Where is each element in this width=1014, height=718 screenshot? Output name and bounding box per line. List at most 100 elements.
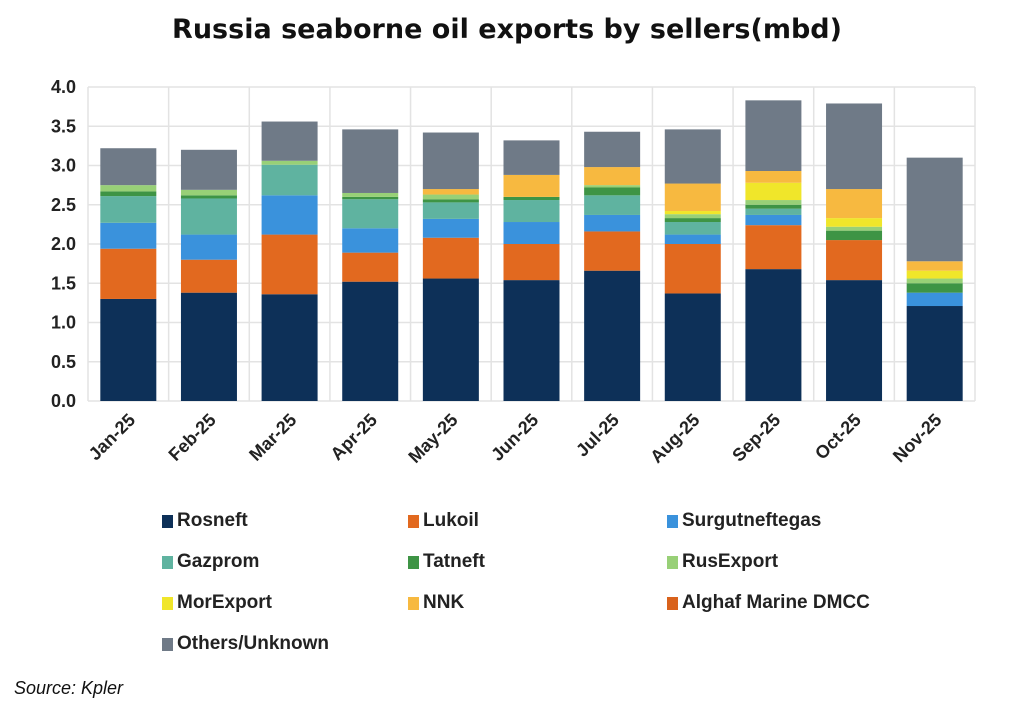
y-tick-label: 2.5 (51, 195, 76, 215)
legend-item: Others/Unknown (162, 633, 329, 655)
y-tick-label: 1.0 (51, 313, 76, 333)
source-note: Source: Kpler (14, 678, 124, 698)
bar-segment-gazprom (664, 222, 721, 235)
legend-swatch (408, 596, 419, 610)
bar-segment-others-unknown (422, 132, 479, 190)
legend-swatch (667, 596, 678, 610)
bar-segment-rosneft (503, 280, 560, 401)
bar-segment-gazprom (261, 164, 318, 196)
bar-segment-rusexport (745, 200, 802, 205)
bar-segment-rusexport (180, 189, 237, 196)
legend-item: Tatneft (408, 551, 485, 573)
x-tick-label: Nov-25 (889, 410, 946, 467)
legend-item: NNK (408, 592, 464, 614)
stacked-bar-chart: 0.0 0.5 1.0 1.5 2.0 2.5 3.0 3.5 4.0 Jan-25 Feb-25 M… (51, 77, 976, 467)
bar-segment-surgutneftegas (422, 218, 479, 238)
bar-segment-surgutneftegas (261, 195, 318, 235)
legend-label: Others/Unknown (177, 633, 330, 654)
legend-swatch (162, 637, 173, 651)
bar-segment-rusexport (906, 278, 963, 284)
legend-swatch (667, 514, 678, 528)
bar-segment-rosneft (180, 292, 237, 401)
legend-swatch (408, 555, 419, 569)
bar-segment-tatneft (503, 196, 560, 201)
x-tick-label: Jun-25 (487, 410, 542, 465)
bar-segment-rusexport (422, 194, 479, 200)
x-tick-label: Feb-25 (165, 410, 220, 465)
legend-label: Lukoil (423, 510, 479, 531)
bar-segment-surgutneftegas (906, 292, 963, 307)
x-tick-label: Apr-25 (327, 410, 381, 464)
bar-segment-rosneft (826, 280, 883, 401)
bar-segment-others-unknown (342, 129, 399, 193)
bar-segment-lukoil (503, 244, 560, 281)
bar-segment-others-unknown (826, 103, 883, 190)
x-tick-label: Jan-25 (85, 410, 139, 464)
bar-segment-surgutneftegas (584, 214, 641, 232)
y-tick-label: 3.5 (51, 116, 76, 136)
bar-segment-lukoil (342, 252, 399, 282)
bar-segment-rusexport (342, 192, 399, 197)
legend-item: Alghaf Marine DMCC (667, 592, 870, 614)
bar-segment-gazprom (342, 199, 399, 229)
bar-segment-lukoil (180, 259, 237, 293)
bar-segment-tatneft (100, 191, 157, 197)
legend-label: Surgutneftegas (682, 510, 822, 531)
bar-segment-tatneft (745, 204, 802, 209)
bar-segment-lukoil (584, 231, 641, 271)
legend-swatch (162, 555, 173, 569)
bar-segment-surgutneftegas (180, 234, 237, 260)
bar-segment-nnk (745, 170, 802, 183)
legend-item: MorExport (162, 592, 272, 614)
bar-segment-nnk (584, 167, 641, 186)
bar-segment-morexport (826, 218, 883, 227)
legend-swatch (162, 514, 173, 528)
bar-segment-lukoil (422, 237, 479, 279)
bar-segment-others-unknown (100, 148, 157, 186)
x-tick-label: Mar-25 (245, 410, 300, 465)
bar-segment-nnk (422, 189, 479, 195)
legend-item: Surgutneftegas (667, 510, 821, 532)
bar-segment-rosneft (100, 298, 157, 401)
bar-segment-rusexport (261, 160, 318, 165)
bar-segment-surgutneftegas (745, 214, 802, 226)
legend-item: RusExport (667, 551, 778, 573)
y-tick-label: 0.5 (51, 352, 76, 372)
bar-segment-lukoil (261, 234, 318, 295)
bar-segment-rosneft (664, 293, 721, 401)
legend-label: NNK (423, 592, 465, 613)
chart-title: Russia seaborne oil exports by sellers(m… (172, 14, 842, 45)
bar-segment-gazprom (180, 198, 237, 235)
bar-segment-others-unknown (503, 140, 560, 175)
bar-segment-gazprom (422, 202, 479, 219)
bar-segment-lukoil (100, 248, 157, 299)
legend-swatch (162, 596, 173, 610)
bar-segment-gazprom (503, 200, 560, 223)
bar-segment-morexport (906, 270, 963, 279)
bar-segment-rosneft (906, 306, 963, 401)
bar-segment-gazprom (100, 196, 157, 223)
y-tick-label: 4.0 (51, 77, 76, 97)
bar-segment-tatneft (342, 196, 399, 200)
bar-segment-surgutneftegas (342, 228, 399, 253)
legend-item: Rosneft (162, 510, 248, 532)
legend-swatch (408, 514, 419, 528)
bar-segment-others-unknown (906, 157, 963, 262)
x-tick-label: Oct-25 (811, 410, 865, 464)
bar-segment-rusexport (100, 185, 157, 192)
legend-label: Tatneft (423, 551, 485, 572)
legend-label: Gazprom (177, 551, 260, 572)
legend-label: RusExport (682, 551, 779, 572)
legend-item: Gazprom (162, 551, 259, 573)
bar-segment-others-unknown (180, 149, 237, 190)
legend-swatch (667, 555, 678, 569)
bar-segment-nnk (503, 174, 560, 197)
bar-segment-others-unknown (664, 129, 721, 184)
legend-item: Lukoil (408, 510, 479, 532)
bar-segment-rosneft (342, 281, 399, 401)
bar-segment-tatneft (422, 199, 479, 203)
bar-segment-tatneft (906, 283, 963, 293)
bar-segment-surgutneftegas (100, 222, 157, 249)
bar-segment-gazprom (584, 195, 641, 215)
y-tick-label: 1.5 (51, 273, 76, 293)
